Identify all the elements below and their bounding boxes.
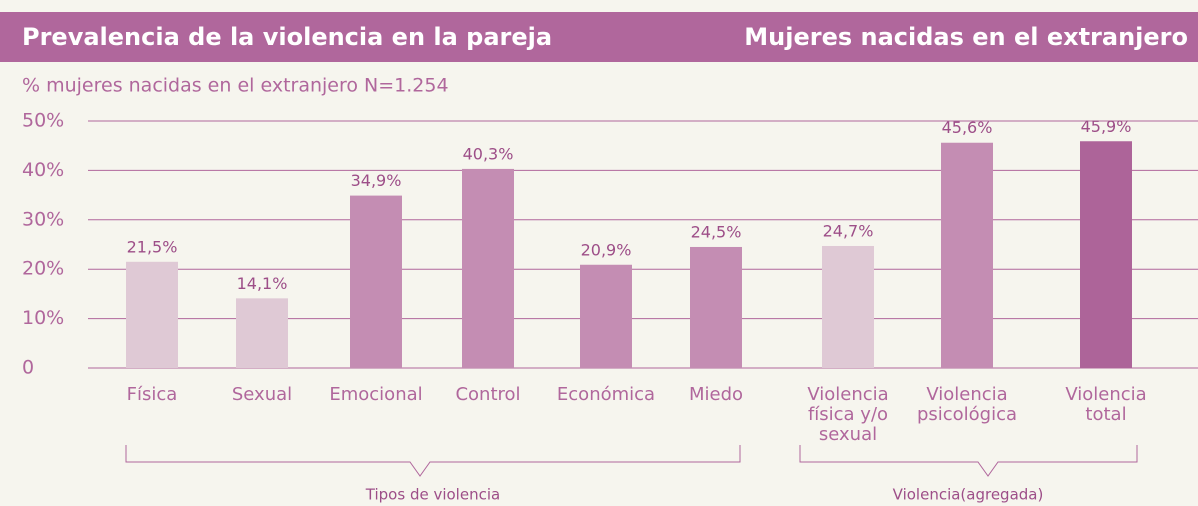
y-tick-label: 10%: [22, 307, 64, 329]
x-tick-label: Violencia física y/o sexual: [807, 384, 889, 445]
bar: [1080, 141, 1132, 368]
subtitle: % mujeres nacidas en el extranjero N=1.2…: [22, 75, 449, 97]
x-tick-label: Violencia total: [1065, 384, 1147, 425]
value-label: 14,1%: [237, 274, 288, 293]
x-tick-label: Física: [126, 384, 178, 405]
value-label: 34,9%: [351, 171, 402, 190]
y-tick-label: 20%: [22, 258, 64, 280]
value-label: 40,3%: [463, 144, 514, 163]
x-tick-label: Sexual: [231, 384, 293, 405]
header-bar: [0, 12, 1198, 62]
bar: [462, 168, 514, 368]
chart-title-right: Mujeres nacidas en el extranjero: [744, 23, 1188, 51]
x-tick-label: Económica: [556, 384, 656, 405]
value-label: 45,6%: [942, 118, 993, 137]
bar: [580, 264, 632, 368]
group-bracket: [125, 445, 741, 477]
chart-title: Prevalencia de la violencia en la pareja: [22, 23, 552, 51]
x-tick-label: Emocional: [329, 384, 423, 405]
y-tick-label: 30%: [22, 208, 64, 230]
bar: [236, 298, 288, 368]
x-tick-label: Violencia psicológica: [916, 384, 1018, 425]
y-tick-label: 40%: [22, 159, 64, 181]
value-label: 20,9%: [581, 240, 632, 259]
group-bracket: [799, 445, 1138, 477]
value-label: 21,5%: [127, 237, 178, 256]
group-label: Tipos de violencia: [365, 486, 500, 504]
value-label: 45,9%: [1081, 117, 1132, 136]
bar: [822, 245, 874, 368]
y-tick-label: 0: [22, 357, 34, 379]
value-label: 24,7%: [823, 221, 874, 240]
y-tick-label: 50%: [22, 110, 64, 132]
bar: [126, 261, 178, 368]
bar: [350, 195, 402, 368]
bar: [941, 142, 993, 368]
value-label: 24,5%: [691, 222, 742, 241]
x-tick-label: Miedo: [688, 384, 744, 405]
group-label: Violencia(agregada): [893, 486, 1044, 504]
bar: [690, 246, 742, 368]
x-tick-label: Control: [455, 384, 521, 405]
